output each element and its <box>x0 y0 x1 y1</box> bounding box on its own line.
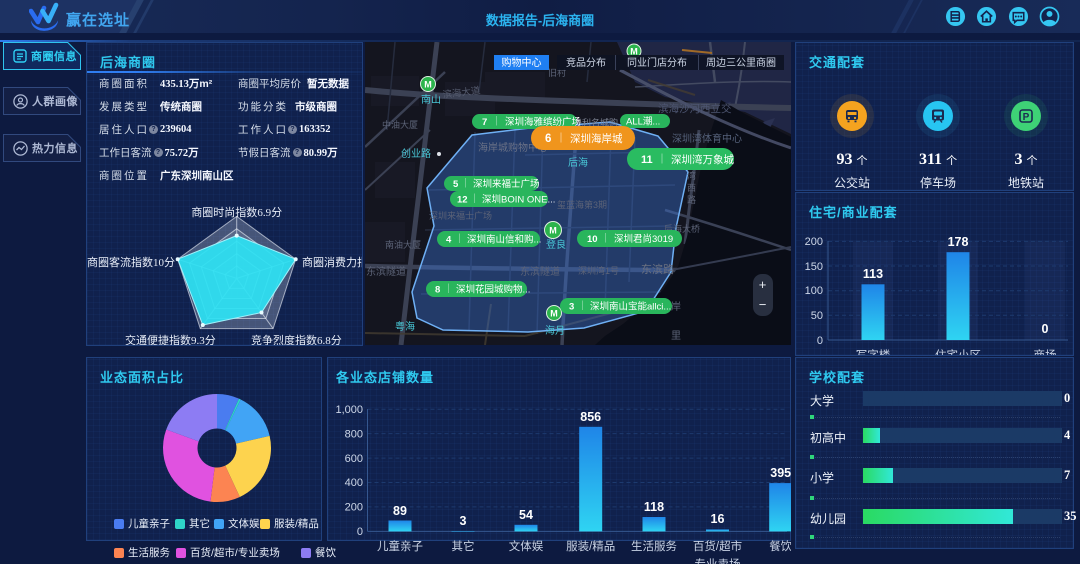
svg-text:深圳南山信和购...: 深圳南山信和购... <box>467 234 541 246</box>
svg-text:800: 800 <box>345 428 363 440</box>
svg-text:100: 100 <box>805 285 823 297</box>
svg-text:M: M <box>630 47 638 57</box>
svg-text:其它: 其它 <box>452 539 475 553</box>
svg-text:同业门店分布: 同业门店分布 <box>627 56 687 69</box>
svg-text:里: 里 <box>671 330 681 342</box>
svg-text:深圳湾体育中心: 深圳湾体育中心 <box>672 132 742 145</box>
svg-text:东滨路: 东滨路 <box>641 262 674 276</box>
svg-text:深圳花园城购物...: 深圳花园城购物... <box>456 284 530 296</box>
svg-text:海岸城购物中心: 海岸城购物中心 <box>478 141 548 154</box>
svg-text:写字楼: 写字楼 <box>856 348 891 356</box>
svg-text:周边三公里商圈: 周边三公里商圈 <box>706 56 776 69</box>
svg-text:M: M <box>550 309 558 319</box>
svg-text:登良: 登良 <box>546 238 566 251</box>
svg-text:深圳海雅缤纷广场: 深圳海雅缤纷广场 <box>505 116 581 128</box>
svg-text:856: 856 <box>580 410 601 424</box>
svg-text:海月: 海月 <box>545 324 565 337</box>
svg-text:4: 4 <box>446 235 452 246</box>
svg-text:0: 0 <box>357 526 363 538</box>
svg-text:服装/精品: 服装/精品 <box>566 540 615 553</box>
svg-text:89: 89 <box>393 504 407 518</box>
svg-text:商场: 商场 <box>1034 348 1057 356</box>
svg-text:3: 3 <box>569 302 574 313</box>
svg-text:200: 200 <box>345 502 363 514</box>
svg-text:创业路: 创业路 <box>401 147 431 160</box>
svg-text:路: 路 <box>687 194 696 205</box>
svg-text:｜: ｜ <box>470 193 480 205</box>
svg-text:P: P <box>1023 112 1030 123</box>
svg-text:7: 7 <box>482 117 487 128</box>
svg-text:住宅小区: 住宅小区 <box>935 348 981 356</box>
svg-text:深圳湾万象城: 深圳湾万象城 <box>671 153 734 166</box>
svg-text:滨海沙河西立交: 滨海沙河西立交 <box>658 102 732 115</box>
svg-text:0: 0 <box>817 335 823 347</box>
svg-text:竞品分布: 竞品分布 <box>566 56 606 69</box>
svg-text:150: 150 <box>805 261 823 273</box>
svg-text:旧村: 旧村 <box>548 67 566 78</box>
svg-text:11: 11 <box>641 154 653 166</box>
svg-text:50: 50 <box>811 310 823 322</box>
svg-text:专业卖场: 专业卖场 <box>695 557 741 564</box>
svg-text:深圳湾1号: 深圳湾1号 <box>578 265 619 276</box>
svg-text:深圳南山宝能allci...: 深圳南山宝能allci... <box>590 301 671 313</box>
svg-text:｜: ｜ <box>492 116 502 128</box>
svg-text:滨海大道: 滨海大道 <box>442 84 482 101</box>
svg-text:｜: ｜ <box>601 233 611 245</box>
svg-text:M: M <box>424 80 432 90</box>
svg-text:天利名城购...: 天利名城购... <box>573 117 626 128</box>
svg-text:深圳来福士广场: 深圳来福士广场 <box>473 178 540 190</box>
svg-text:｜: ｜ <box>556 133 566 145</box>
svg-text:百货/超市: 百货/超市 <box>693 539 742 553</box>
svg-text:178: 178 <box>948 235 969 249</box>
svg-text:−: − <box>759 297 767 312</box>
svg-text:儿童亲子: 儿童亲子 <box>377 539 423 553</box>
svg-text:南山: 南山 <box>421 93 441 106</box>
svg-text:113: 113 <box>863 267 883 281</box>
svg-text:后海大桥: 后海大桥 <box>664 223 700 234</box>
svg-text:6: 6 <box>545 133 551 145</box>
svg-text:南油大厦: 南油大厦 <box>385 239 421 250</box>
svg-text:文体娱: 文体娱 <box>509 539 544 553</box>
svg-text:400: 400 <box>345 477 363 489</box>
svg-text:深圳BOIN ONE...: 深圳BOIN ONE... <box>482 195 555 206</box>
svg-text:ALL潮...: ALL潮... <box>626 116 660 128</box>
svg-text:东滨隧道: 东滨隧道 <box>366 265 406 278</box>
svg-text:12: 12 <box>457 195 468 206</box>
svg-text:餐饮: 餐饮 <box>769 539 791 553</box>
svg-text:200: 200 <box>805 236 823 248</box>
svg-text:118: 118 <box>644 500 664 514</box>
svg-text:购物中心: 购物中心 <box>502 56 542 69</box>
svg-text:0: 0 <box>1042 322 1049 336</box>
svg-text:深圳来福士广场: 深圳来福士广场 <box>429 210 492 221</box>
svg-text:600: 600 <box>345 453 363 465</box>
svg-text:深圳海岸城: 深圳海岸城 <box>570 132 623 145</box>
svg-text:西: 西 <box>687 183 696 193</box>
svg-text:395: 395 <box>770 466 791 480</box>
svg-text:｜: ｜ <box>578 300 588 312</box>
svg-text:1,000: 1,000 <box>335 404 363 416</box>
svg-text:10: 10 <box>587 234 598 245</box>
svg-text:｜: ｜ <box>461 178 471 190</box>
svg-text:16: 16 <box>711 512 725 526</box>
svg-text:粤海: 粤海 <box>395 320 415 333</box>
svg-text:湾: 湾 <box>687 170 696 181</box>
svg-text:深圳君尚3019: 深圳君尚3019 <box>614 233 673 245</box>
svg-text:生活服务: 生活服务 <box>631 539 677 553</box>
svg-text:｜: ｜ <box>444 283 454 295</box>
svg-text:｜: ｜ <box>455 233 465 245</box>
svg-text:中油大厦: 中油大厦 <box>382 119 418 130</box>
svg-text:3: 3 <box>460 514 467 528</box>
svg-text:玺蓝海第3期: 玺蓝海第3期 <box>557 199 607 210</box>
svg-text:54: 54 <box>519 508 533 522</box>
svg-text:5: 5 <box>453 179 459 190</box>
svg-text:M: M <box>549 226 557 236</box>
svg-text:后海: 后海 <box>568 156 588 169</box>
svg-text:｜: ｜ <box>657 154 667 166</box>
svg-text:+: + <box>759 277 767 292</box>
svg-text:东滨隧道: 东滨隧道 <box>520 265 560 278</box>
svg-text:8: 8 <box>435 285 440 296</box>
